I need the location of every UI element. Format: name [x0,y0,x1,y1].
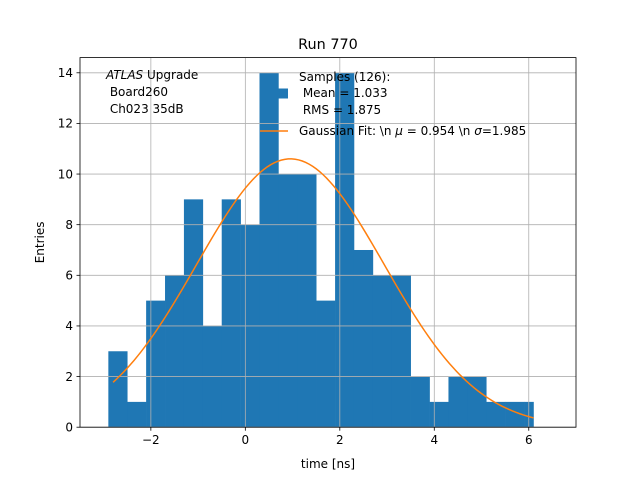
histogram-bar [391,275,411,428]
legend-fit-prefix: Gaussian Fit: \n [299,124,395,138]
legend-fit-sigma-symbol: σ [474,124,482,138]
y-tick-label: 0 [65,421,73,435]
annotation-board: Board260 [106,85,168,99]
legend-samples-line-2: Mean = 1.033 [299,86,388,100]
histogram-bar [108,351,128,428]
x-tick-label: −2 [142,433,160,447]
annotation-channel: Ch023 35dB [106,102,184,116]
x-tick-label: 0 [242,433,250,447]
atlas-annotation: ATLAS Upgrade Board260 Ch023 35dB [105,68,198,116]
y-tick-label: 10 [58,167,73,181]
atlas-label: ATLAS [105,68,144,82]
x-tick-label: 4 [430,433,438,447]
histogram-bar [297,174,317,428]
histogram-bar [448,376,468,428]
histogram-bar [505,401,525,428]
legend-fit-mu-symbol: μ [394,124,403,138]
y-tick-label: 4 [65,319,73,333]
legend-fit-suffix: =1.985 [482,124,526,138]
legend-samples-line-1: Samples (126): [299,70,390,84]
chart-title: Run 770 [298,37,358,53]
plot-frame [79,57,577,428]
legend-fit-label: Gaussian Fit: \n μ = 0.954 \n σ=1.985 [299,124,526,138]
legend-samples-line-3: RMS = 1.875 [299,103,381,117]
gaussian-fit-curve [112,158,534,419]
x-tick-label: 2 [336,433,344,447]
histogram-bar [316,300,336,428]
histogram-bar [467,376,487,428]
histogram-bars [108,72,534,428]
x-tick-label: 6 [525,433,533,447]
legend: Samples (126): Mean = 1.033 RMS = 1.875 … [260,70,526,138]
histogram-bar [183,199,204,428]
histogram-bar [221,199,241,428]
histogram-bar [486,401,506,428]
y-axis-ticks: 0 2 4 6 8 10 12 14 [58,66,80,435]
histogram-bar [353,249,374,428]
histogram-bar [410,376,430,428]
histogram-bar [127,401,147,428]
y-tick-label: 14 [58,66,73,80]
histogram-bar [146,300,166,428]
legend-samples-swatch [260,88,288,99]
upgrade-label: Upgrade [143,68,198,82]
x-axis-label: time [ns] [301,457,355,471]
y-tick-label: 2 [65,370,73,384]
y-tick-label: 6 [65,269,73,283]
legend-fit-mid: = 0.954 \n [403,124,474,138]
annotation-line-1: ATLAS Upgrade [105,68,198,82]
grid-lines [80,57,576,428]
y-tick-label: 8 [65,218,73,232]
histogram-bar [278,174,298,428]
y-tick-label: 12 [58,117,73,131]
x-axis-ticks: −2 0 2 4 6 [142,427,533,447]
histogram-bar [165,275,185,428]
histogram-bar [372,275,393,428]
histogram-bar [429,401,449,428]
histogram-bar [259,72,279,428]
y-axis-label: Entries [33,222,47,264]
